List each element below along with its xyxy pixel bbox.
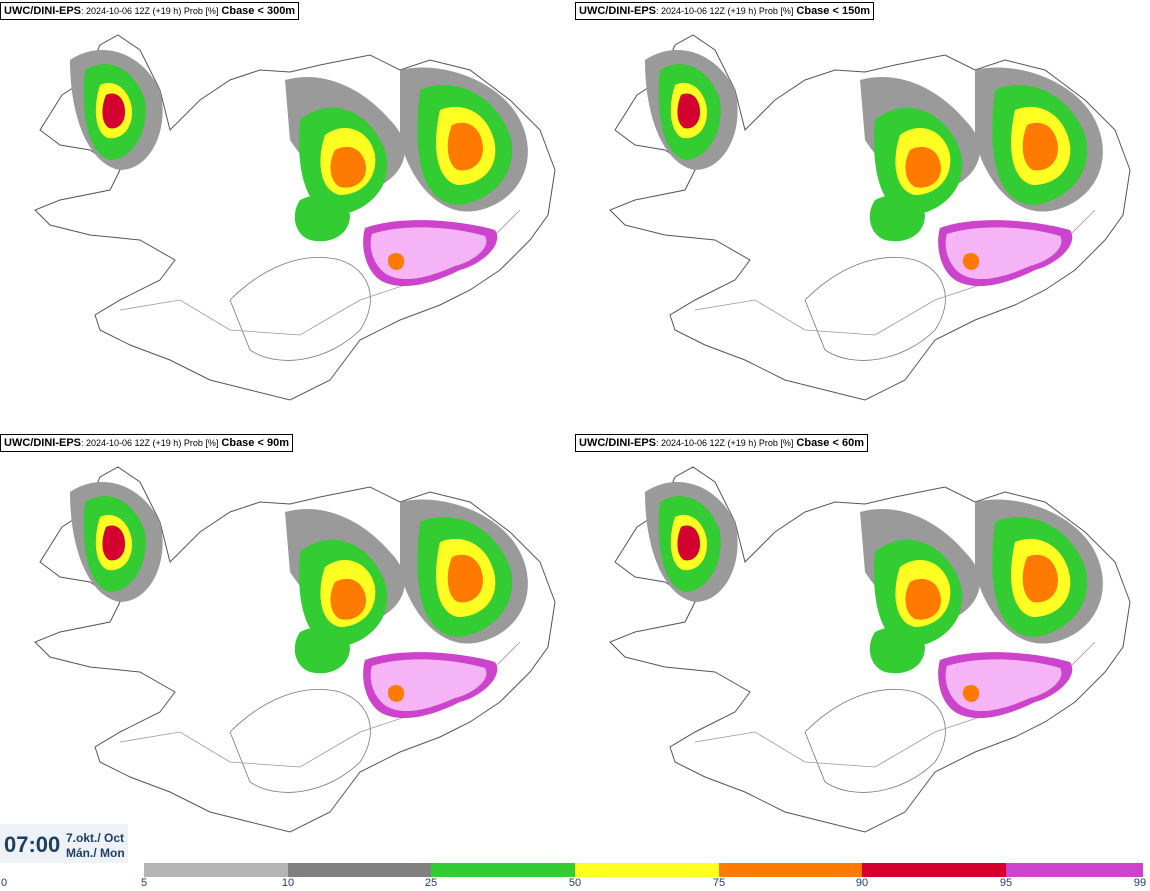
legend-tick-label: 5: [140, 877, 148, 889]
legend-color-band: [431, 863, 575, 877]
legend-color-band: [144, 863, 288, 877]
valid-time: 07:00: [4, 832, 61, 857]
legend-color-band: [575, 863, 719, 877]
legend-tick-label: 10: [281, 877, 295, 889]
panel-title: UWC/DINI-EPS: 2024-10-06 12Z (+19 h) Pro…: [575, 434, 868, 452]
legend-tick-label: 99: [1133, 877, 1147, 889]
valid-date-line2: Mán./ Mon: [66, 846, 125, 860]
map-panel-cbase-60: UWC/DINI-EPS: 2024-10-06 12Z (+19 h) Pro…: [575, 432, 1150, 864]
legend-color-band: [1006, 863, 1143, 877]
probability-legend: 0 5 10 25 50 75 90 95 99: [0, 862, 1150, 891]
legend-tick-label: 95: [999, 877, 1013, 889]
legend-tick-label: 50: [568, 877, 582, 889]
panel-title: UWC/DINI-EPS: 2024-10-06 12Z (+19 h) Pro…: [0, 434, 293, 452]
iceland-probability-map: [34, 466, 556, 833]
legend-tick-label: 0: [0, 877, 8, 889]
map-panel-cbase-90: UWC/DINI-EPS: 2024-10-06 12Z (+19 h) Pro…: [0, 432, 575, 864]
map-panel-cbase-300: UWC/DINI-EPS: 2024-10-06 12Z (+19 h) Pro…: [0, 0, 575, 432]
panel-title: UWC/DINI-EPS: 2024-10-06 12Z (+19 h) Pro…: [0, 2, 300, 20]
legend-color-band: [0, 863, 144, 877]
valid-date-line1: 7.okt./ Oct: [66, 831, 125, 845]
iceland-probability-map: [609, 34, 1131, 401]
iceland-probability-map: [609, 466, 1131, 833]
legend-tick-label: 90: [855, 877, 869, 889]
legend-color-band: [862, 863, 1006, 877]
map-panel-cbase-150: UWC/DINI-EPS: 2024-10-06 12Z (+19 h) Pro…: [575, 0, 1150, 432]
valid-time-box: 07:00 7.okt./ Oct Mán./ Mon: [0, 824, 128, 864]
legend-tick-label: 75: [712, 877, 726, 889]
legend-tick-label: 25: [424, 877, 438, 889]
panel-title: UWC/DINI-EPS: 2024-10-06 12Z (+19 h) Pro…: [575, 2, 875, 20]
iceland-probability-map: [34, 34, 556, 401]
legend-color-band: [288, 863, 431, 877]
legend-color-band: [719, 863, 862, 877]
